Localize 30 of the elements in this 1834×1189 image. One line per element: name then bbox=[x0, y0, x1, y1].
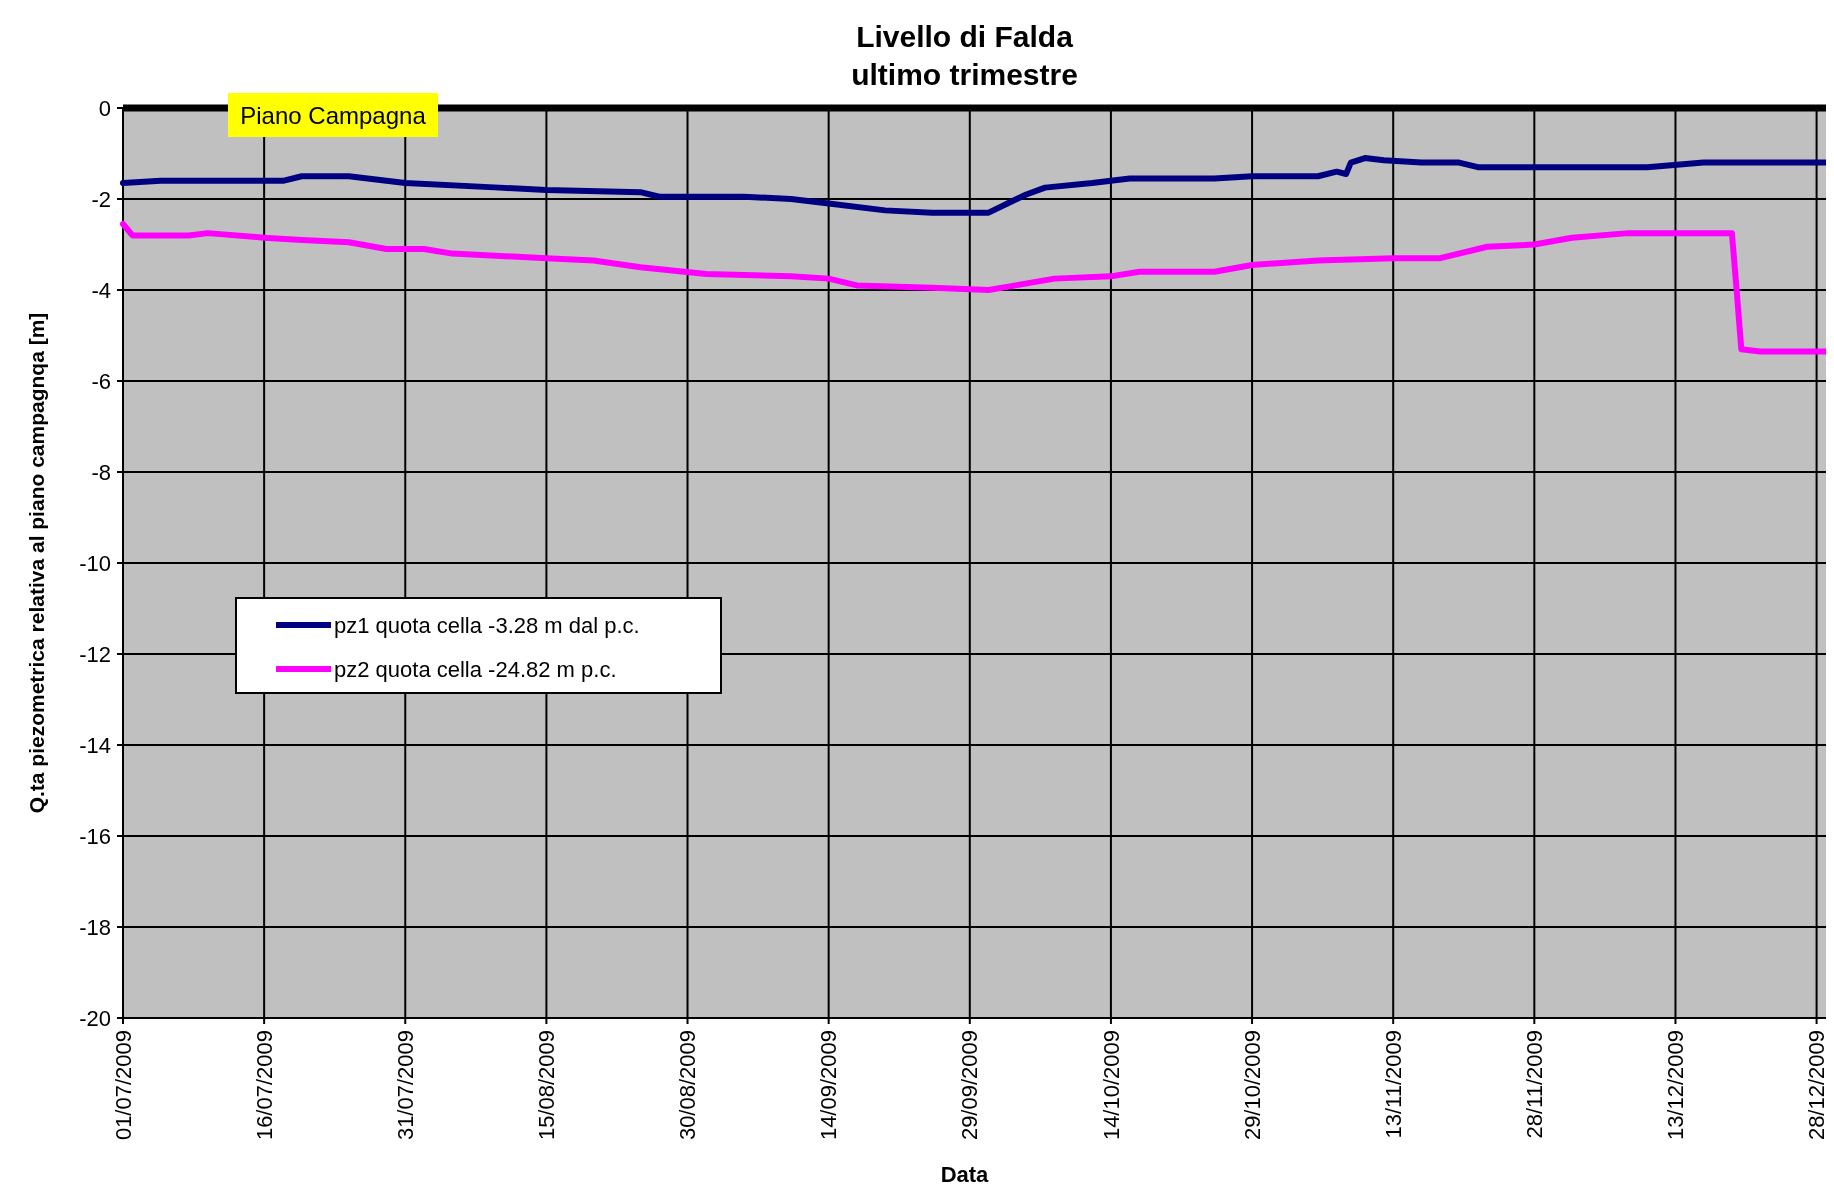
x-tick-label: 13/12/2009 bbox=[1663, 1030, 1689, 1141]
x-tick-label: 30/08/2009 bbox=[675, 1030, 701, 1141]
x-tick-label: 31/07/2009 bbox=[392, 1030, 418, 1141]
legend-label: pz2 quota cella -24.82 m p.c. bbox=[334, 656, 617, 682]
y-tick-label: -2 bbox=[91, 186, 111, 212]
y-tick-label: -14 bbox=[79, 732, 111, 758]
x-tick-label: 16/07/2009 bbox=[251, 1030, 277, 1141]
legend-label: pz1 quota cella -3.28 m dal p.c. bbox=[334, 612, 640, 638]
x-tick-label: 28/11/2009 bbox=[1522, 1030, 1548, 1139]
y-tick-label: -12 bbox=[79, 641, 111, 667]
y-tick-label: -20 bbox=[79, 1005, 111, 1031]
x-tick-label: 29/10/2009 bbox=[1239, 1030, 1265, 1141]
y-tick-label: -8 bbox=[91, 459, 111, 485]
x-tick-label: 15/08/2009 bbox=[534, 1030, 560, 1141]
x-tick-label: 01/07/2009 bbox=[110, 1030, 136, 1141]
y-tick-label: -16 bbox=[79, 823, 111, 849]
y-tick-label: -10 bbox=[79, 550, 111, 576]
ref-line-label: Piano Campagna bbox=[240, 102, 427, 130]
x-tick-label: 14/10/2009 bbox=[1098, 1030, 1124, 1141]
x-tick-label: 29/09/2009 bbox=[957, 1030, 983, 1141]
x-tick-label: 13/11/2009 bbox=[1380, 1030, 1406, 1139]
y-tick-label: -18 bbox=[79, 914, 111, 940]
chart-title: Livello di Falda ultimo trimestre bbox=[851, 19, 1078, 91]
x-tick-label: 14/09/2009 bbox=[816, 1030, 842, 1141]
y-tick-label: -4 bbox=[91, 277, 111, 303]
y-tick-label: 0 bbox=[98, 95, 111, 121]
y-axis-title: Q.ta piezometrica relativa al piano campagnqa [m] bbox=[25, 312, 48, 814]
y-tick-label: -6 bbox=[91, 368, 111, 394]
x-axis-title: Data bbox=[940, 1162, 990, 1187]
x-tick-label: 28/12/2009 bbox=[1804, 1030, 1830, 1141]
